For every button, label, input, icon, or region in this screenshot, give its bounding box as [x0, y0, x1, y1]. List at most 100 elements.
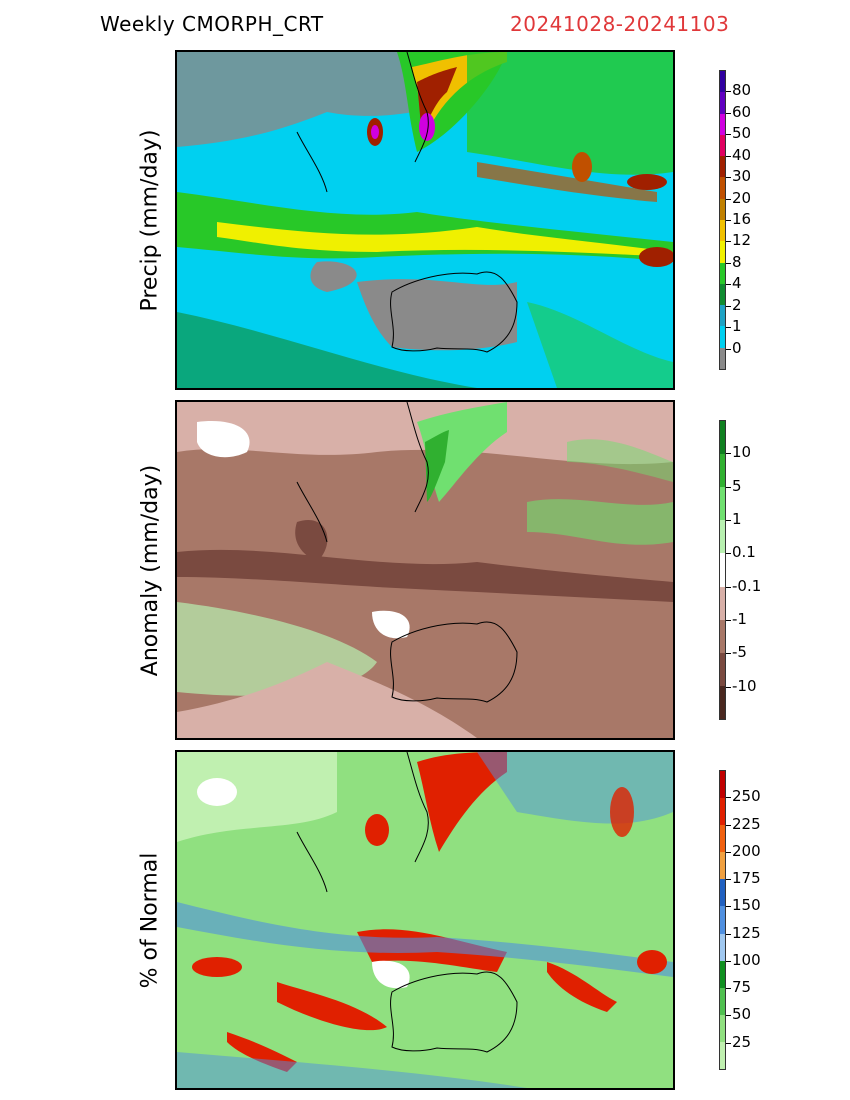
- colorbar-anomaly: [719, 420, 726, 720]
- colorbar-tick-label: 10: [732, 443, 752, 462]
- title-product: Weekly CMORPH_CRT: [100, 12, 324, 36]
- colorbar-swatch: [720, 852, 725, 880]
- colorbar-tick: [726, 824, 731, 826]
- colorbar-tick-label: 75: [732, 978, 752, 997]
- colorbar-tick: [726, 797, 731, 799]
- colorbar-tick: [726, 453, 731, 455]
- colorbar-tick: [726, 906, 731, 908]
- ylabel-precip: Precip (mm/day): [137, 128, 163, 312]
- colorbar-tick: [726, 879, 731, 881]
- colorbar-tick-label: 8: [732, 252, 742, 271]
- colorbar-swatch: [720, 879, 725, 907]
- colorbar-swatch: [720, 1041, 725, 1069]
- colorbar-tick-label: 0.1: [732, 543, 756, 562]
- colorbar-tick: [726, 284, 731, 286]
- colorbar-tick-label: 50: [732, 1005, 752, 1024]
- colorbar-tick: [726, 653, 731, 655]
- colorbar-tick-label: 80: [732, 81, 752, 100]
- colorbar-tick: [726, 851, 731, 853]
- colorbar-tick-label: -0.1: [732, 576, 762, 595]
- colorbar-tick: [726, 262, 731, 264]
- colorbar-tick-label: 200: [732, 841, 761, 860]
- colorbar-swatch: [720, 798, 725, 826]
- colorbar-tick-label: 1: [732, 510, 742, 528]
- colorbar-tick: [726, 112, 731, 114]
- colorbar-swatch: [720, 987, 725, 1015]
- colorbar-tick-label: 150: [732, 896, 761, 915]
- colorbar-tick: [726, 155, 731, 157]
- colorbar-swatch: [720, 421, 725, 455]
- colorbar-swatch: [720, 825, 725, 853]
- colorbar-tick-label: 50: [732, 124, 752, 143]
- colorbar-tick: [726, 348, 731, 350]
- colorbar-tick-label: 100: [732, 950, 761, 969]
- colorbar-swatch: [720, 220, 725, 242]
- colorbar-tick-label: 30: [732, 167, 752, 186]
- colorbar-tick-label: -5: [732, 643, 747, 662]
- colorbar-swatch: [720, 586, 725, 620]
- colorbar-tick: [726, 134, 731, 136]
- colorbar-tick-label: 125: [732, 923, 761, 942]
- colorbar-swatch: [720, 1014, 725, 1042]
- colorbar-tick-label: 12: [732, 231, 752, 250]
- colorbar-tick-label: 250: [732, 787, 761, 806]
- colorbar-swatch: [720, 262, 725, 284]
- colorbar-swatch: [720, 770, 725, 799]
- colorbar-tick: [726, 586, 731, 588]
- colorbar-tick: [726, 553, 731, 555]
- colorbar-tick-label: -1: [732, 610, 747, 628]
- colorbar-precip: [719, 70, 726, 370]
- colorbar-tick: [726, 198, 731, 200]
- colorbar-swatch: [720, 685, 725, 719]
- colorbar-tick: [726, 988, 731, 990]
- colorbar-swatch: [720, 454, 725, 488]
- colorbar-tick: [726, 91, 731, 93]
- colorbar-swatch: [720, 305, 725, 327]
- colorbar-swatch: [720, 933, 725, 961]
- colorbar-swatch: [720, 241, 725, 263]
- colorbar-swatch: [720, 113, 725, 135]
- colorbar-tick-label: 25: [732, 1032, 752, 1051]
- colorbar-tick-label: 1: [732, 317, 742, 336]
- colorbar-tick: [726, 177, 731, 179]
- colorbar-swatch: [720, 652, 725, 686]
- map-precip: [175, 50, 675, 390]
- colorbar-swatch: [720, 198, 725, 221]
- ylabel-anomaly: Anomaly (mm/day): [137, 464, 163, 676]
- colorbar-swatch: [720, 326, 725, 348]
- colorbar-tick: [726, 327, 731, 329]
- colorbar-tick: [726, 933, 731, 935]
- colorbar-swatch: [720, 487, 725, 521]
- map-percent-normal: [175, 750, 675, 1090]
- colorbar-tick: [726, 960, 731, 962]
- colorbar-swatch: [720, 553, 725, 587]
- colorbar-swatch: [720, 906, 725, 934]
- colorbar-swatch: [720, 134, 725, 157]
- colorbar-tick-label: 175: [732, 869, 761, 888]
- colorbar-tick-label: 5: [732, 476, 742, 495]
- title-date-range: 20241028-20241103: [510, 12, 730, 36]
- colorbar-swatch: [720, 520, 725, 554]
- colorbar-swatch: [720, 177, 725, 199]
- colorbar-swatch: [720, 960, 725, 988]
- colorbar-tick: [726, 486, 731, 488]
- ylabel-percent-normal: % of Normal: [137, 852, 163, 988]
- colorbar-swatch: [720, 619, 725, 653]
- colorbar-tick-label: 16: [732, 210, 752, 228]
- colorbar-tick-label: -10: [732, 676, 757, 695]
- colorbar-swatch: [720, 92, 725, 114]
- colorbar-percent-normal: [719, 770, 726, 1070]
- colorbar-tick-label: 2: [732, 295, 742, 314]
- colorbar-tick-label: 4: [732, 274, 742, 293]
- colorbar-tick-label: 40: [732, 145, 752, 164]
- colorbar-swatch: [720, 156, 725, 178]
- colorbar-tick: [726, 241, 731, 243]
- colorbar-tick: [726, 686, 731, 688]
- colorbar-swatch: [720, 283, 725, 306]
- map-anomaly: [175, 400, 675, 740]
- colorbar-tick-label: 60: [732, 102, 752, 121]
- colorbar-tick: [726, 520, 731, 521]
- colorbar-tick-label: 225: [732, 814, 761, 833]
- colorbar-tick: [726, 1042, 731, 1044]
- colorbar-tick: [726, 1015, 731, 1017]
